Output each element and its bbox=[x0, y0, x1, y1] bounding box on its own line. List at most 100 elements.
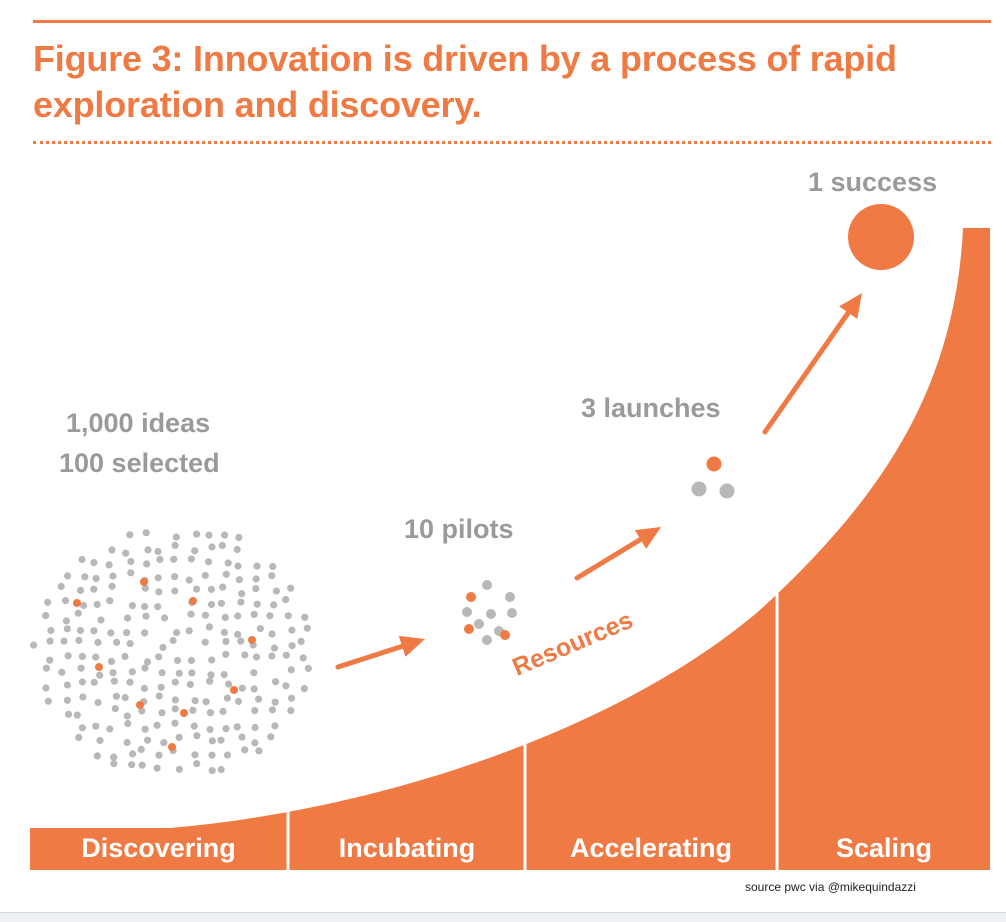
idea-dot bbox=[78, 652, 86, 661]
idea-dot bbox=[208, 751, 216, 759]
selected-idea-dot bbox=[248, 636, 256, 644]
idea-dot bbox=[219, 583, 227, 591]
idea-dot bbox=[153, 721, 161, 729]
stage-scaling: Scaling bbox=[835, 833, 933, 863]
idea-dot bbox=[238, 733, 246, 741]
idea-dot bbox=[138, 707, 146, 715]
arrow-to-success bbox=[762, 293, 862, 435]
idea-dot bbox=[155, 653, 163, 661]
idea-dot bbox=[126, 640, 134, 648]
title-dotted-rule bbox=[33, 141, 991, 144]
idea-dot bbox=[173, 629, 181, 637]
idea-dot bbox=[235, 576, 243, 584]
idea-dot bbox=[204, 558, 213, 566]
idea-dot bbox=[217, 766, 225, 774]
idea-dot bbox=[123, 614, 132, 622]
idea-dot bbox=[208, 656, 216, 664]
idea-dot bbox=[108, 546, 116, 554]
idea-dot bbox=[272, 678, 280, 686]
ideas-selected-label: 100 selected bbox=[59, 448, 220, 478]
idea-dot bbox=[207, 671, 215, 679]
idea-dot bbox=[171, 573, 179, 581]
idea-dot bbox=[221, 613, 229, 622]
idea-dot bbox=[63, 625, 71, 633]
idea-dot bbox=[256, 625, 264, 633]
idea-dot bbox=[80, 601, 88, 610]
idea-dot bbox=[288, 694, 296, 702]
arrow-shaft bbox=[762, 310, 851, 435]
idea-dot bbox=[189, 706, 197, 714]
stage-incubating: Incubating bbox=[338, 833, 476, 863]
selected-idea-dot bbox=[136, 701, 144, 709]
idea-dot bbox=[62, 617, 70, 625]
idea-dot bbox=[141, 664, 149, 672]
idea-dot bbox=[220, 671, 228, 679]
idea-dot bbox=[252, 575, 260, 583]
idea-dot bbox=[110, 677, 118, 685]
pilot-dot bbox=[486, 609, 496, 619]
launches-label: 3 launches bbox=[581, 393, 721, 423]
idea-dot bbox=[222, 725, 230, 733]
idea-dot bbox=[90, 678, 98, 686]
idea-dot bbox=[78, 555, 86, 564]
idea-dot bbox=[93, 752, 101, 760]
idea-dot bbox=[173, 656, 182, 665]
idea-dot bbox=[92, 722, 100, 730]
idea-dot bbox=[138, 761, 146, 769]
idea-dot bbox=[105, 561, 113, 569]
idea-dot bbox=[123, 629, 131, 637]
idea-dot bbox=[301, 613, 309, 621]
idea-dot bbox=[269, 562, 277, 571]
idea-dot bbox=[241, 746, 249, 754]
idea-dot bbox=[186, 680, 194, 689]
idea-dot bbox=[284, 612, 292, 620]
launches-dot-cluster bbox=[691, 456, 735, 499]
idea-dot bbox=[123, 712, 131, 720]
idea-dot bbox=[185, 576, 193, 584]
idea-dot bbox=[255, 695, 263, 703]
idea-dot bbox=[171, 587, 179, 595]
idea-dot bbox=[288, 626, 296, 634]
pilots-label: 10 pilots bbox=[404, 514, 514, 544]
idea-dot bbox=[287, 584, 295, 592]
idea-dot bbox=[46, 656, 54, 664]
idea-dot bbox=[237, 598, 245, 606]
idea-dot bbox=[122, 549, 130, 557]
idea-dot bbox=[75, 733, 83, 742]
arrow-head bbox=[398, 635, 425, 657]
idea-dot bbox=[191, 751, 199, 759]
idea-dot bbox=[206, 709, 214, 717]
idea-dot bbox=[169, 636, 177, 645]
resources-curve-area bbox=[30, 228, 990, 870]
idea-dot bbox=[251, 739, 259, 747]
idea-dot bbox=[63, 681, 71, 689]
idea-dot bbox=[220, 628, 228, 637]
idea-dot bbox=[268, 652, 276, 660]
idea-dot bbox=[252, 585, 260, 593]
idea-dot bbox=[191, 697, 199, 705]
idea-dot bbox=[234, 697, 243, 706]
idea-dot bbox=[270, 644, 279, 652]
idea-dot bbox=[137, 745, 145, 754]
idea-dot bbox=[219, 707, 227, 716]
idea-dot bbox=[222, 637, 230, 646]
arrow-shaft bbox=[574, 536, 643, 581]
idea-dot bbox=[175, 765, 183, 773]
pilot-dot bbox=[474, 619, 484, 629]
idea-dot bbox=[141, 584, 149, 592]
pilot-dot bbox=[482, 580, 492, 590]
idea-dot bbox=[222, 650, 230, 658]
idea-dot bbox=[267, 733, 275, 741]
idea-dot bbox=[287, 666, 295, 674]
idea-dot bbox=[207, 585, 215, 593]
idea-dot bbox=[127, 569, 135, 577]
idea-dot bbox=[217, 736, 225, 744]
idea-dot bbox=[234, 562, 242, 570]
idea-dot bbox=[121, 694, 129, 702]
idea-dot bbox=[222, 570, 230, 578]
idea-dot bbox=[250, 685, 258, 693]
idea-dot bbox=[233, 545, 241, 554]
idea-dot bbox=[112, 692, 120, 700]
idea-dot bbox=[224, 559, 232, 567]
idea-dot bbox=[233, 723, 241, 731]
